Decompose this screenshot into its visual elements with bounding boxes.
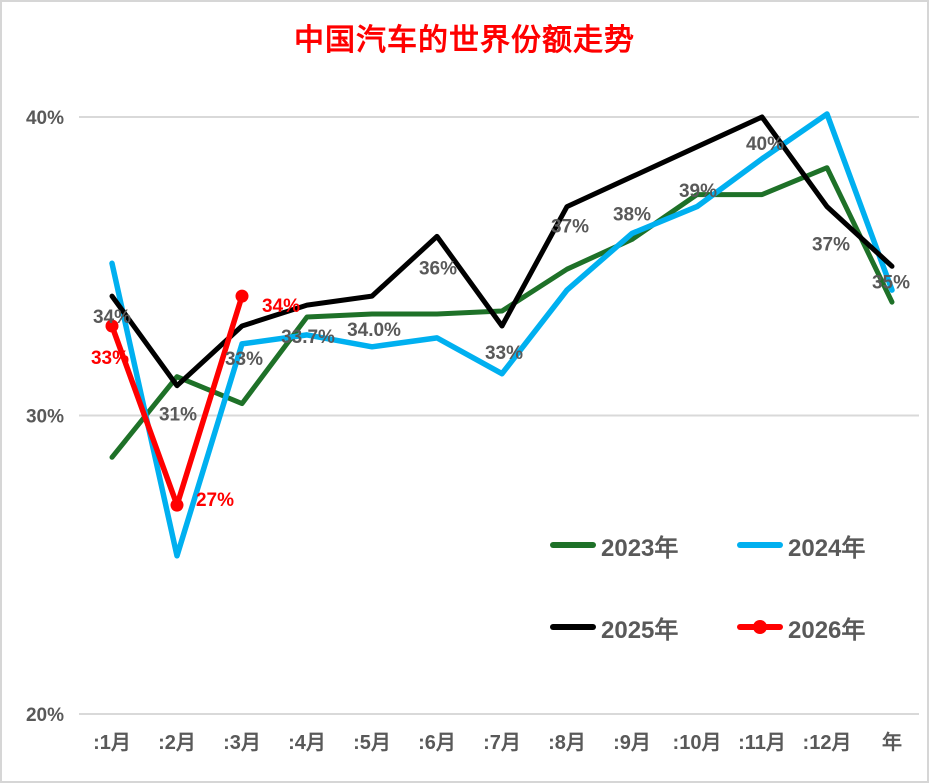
x-tick-label: :12月 [803, 732, 852, 754]
x-tick-label: :11月 [738, 732, 786, 754]
series-line-2023 [109, 165, 895, 460]
y-tick-label: 20% [26, 705, 64, 726]
data-label: 31% [159, 405, 197, 426]
x-tick-label: :5月 [353, 732, 391, 754]
data-label: 37% [812, 235, 850, 256]
x-tick-label: :2月 [158, 732, 196, 754]
chart-title: 中国汽车的世界份额走势 [294, 24, 635, 57]
data-label: 33% [225, 349, 263, 370]
series-line-2024 [109, 111, 895, 559]
data-label: 40% [746, 134, 784, 155]
x-tick-label: :7月 [483, 732, 521, 754]
data-label: 36% [419, 258, 457, 279]
data-label: 27% [196, 490, 234, 511]
data-label: 33.7% [281, 327, 335, 348]
x-tick-label: :3月 [223, 732, 261, 754]
data-point-marker [105, 319, 119, 333]
x-tick-label: 年 [882, 730, 902, 754]
x-tick-label: :9月 [613, 732, 651, 754]
data-point-marker [170, 498, 184, 512]
data-label: 33% [485, 343, 523, 364]
data-label: 34.0% [347, 320, 401, 341]
x-tick-label: :6月 [418, 732, 456, 754]
x-tick-label: :4月 [288, 732, 326, 754]
x-tick-label: :8月 [548, 732, 586, 754]
data-point-marker [235, 289, 249, 303]
data-label: 33% [91, 348, 129, 369]
data-label: 35% [872, 272, 910, 293]
data-label: 38% [613, 205, 651, 226]
data-label: 37% [551, 217, 589, 238]
x-tick-label: :10月 [673, 732, 722, 754]
y-tick-label: 30% [26, 407, 64, 428]
data-label: 39% [679, 181, 717, 202]
y-tick-label: 40% [26, 108, 64, 129]
data-label: 34% [262, 296, 300, 317]
series-line-2025 [109, 114, 895, 389]
x-tick-label: :1月 [93, 732, 131, 754]
data-label: 34% [93, 307, 131, 328]
